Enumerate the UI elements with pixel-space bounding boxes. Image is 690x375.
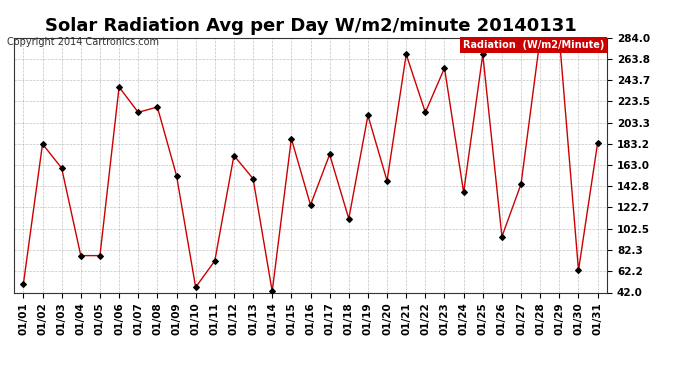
Point [343,216,354,222]
Point [248,176,259,182]
Point [420,110,431,116]
Point [95,253,106,259]
Point [535,34,546,40]
Point [209,258,220,264]
Point [56,165,67,171]
Point [439,65,450,71]
Text: Copyright 2014 Cartronics.com: Copyright 2014 Cartronics.com [7,37,159,47]
Point [496,234,507,240]
Point [324,152,335,157]
Point [554,34,565,40]
Text: Radiation  (W/m2/Minute): Radiation (W/m2/Minute) [463,40,604,50]
Title: Solar Radiation Avg per Day W/m2/minute 20140131: Solar Radiation Avg per Day W/m2/minute … [45,16,576,34]
Point [37,141,48,147]
Point [171,172,182,178]
Point [362,112,373,118]
Point [152,104,163,110]
Point [401,51,412,57]
Point [382,178,393,184]
Point [75,253,86,259]
Point [228,153,239,159]
Point [477,51,489,57]
Point [114,84,125,90]
Point [573,267,584,273]
Point [18,281,29,287]
Point [458,189,469,195]
Point [132,110,144,116]
Point [592,140,603,146]
Point [190,284,201,290]
Point [515,181,526,187]
Point [286,136,297,142]
Point [267,288,278,294]
Point [305,202,316,208]
